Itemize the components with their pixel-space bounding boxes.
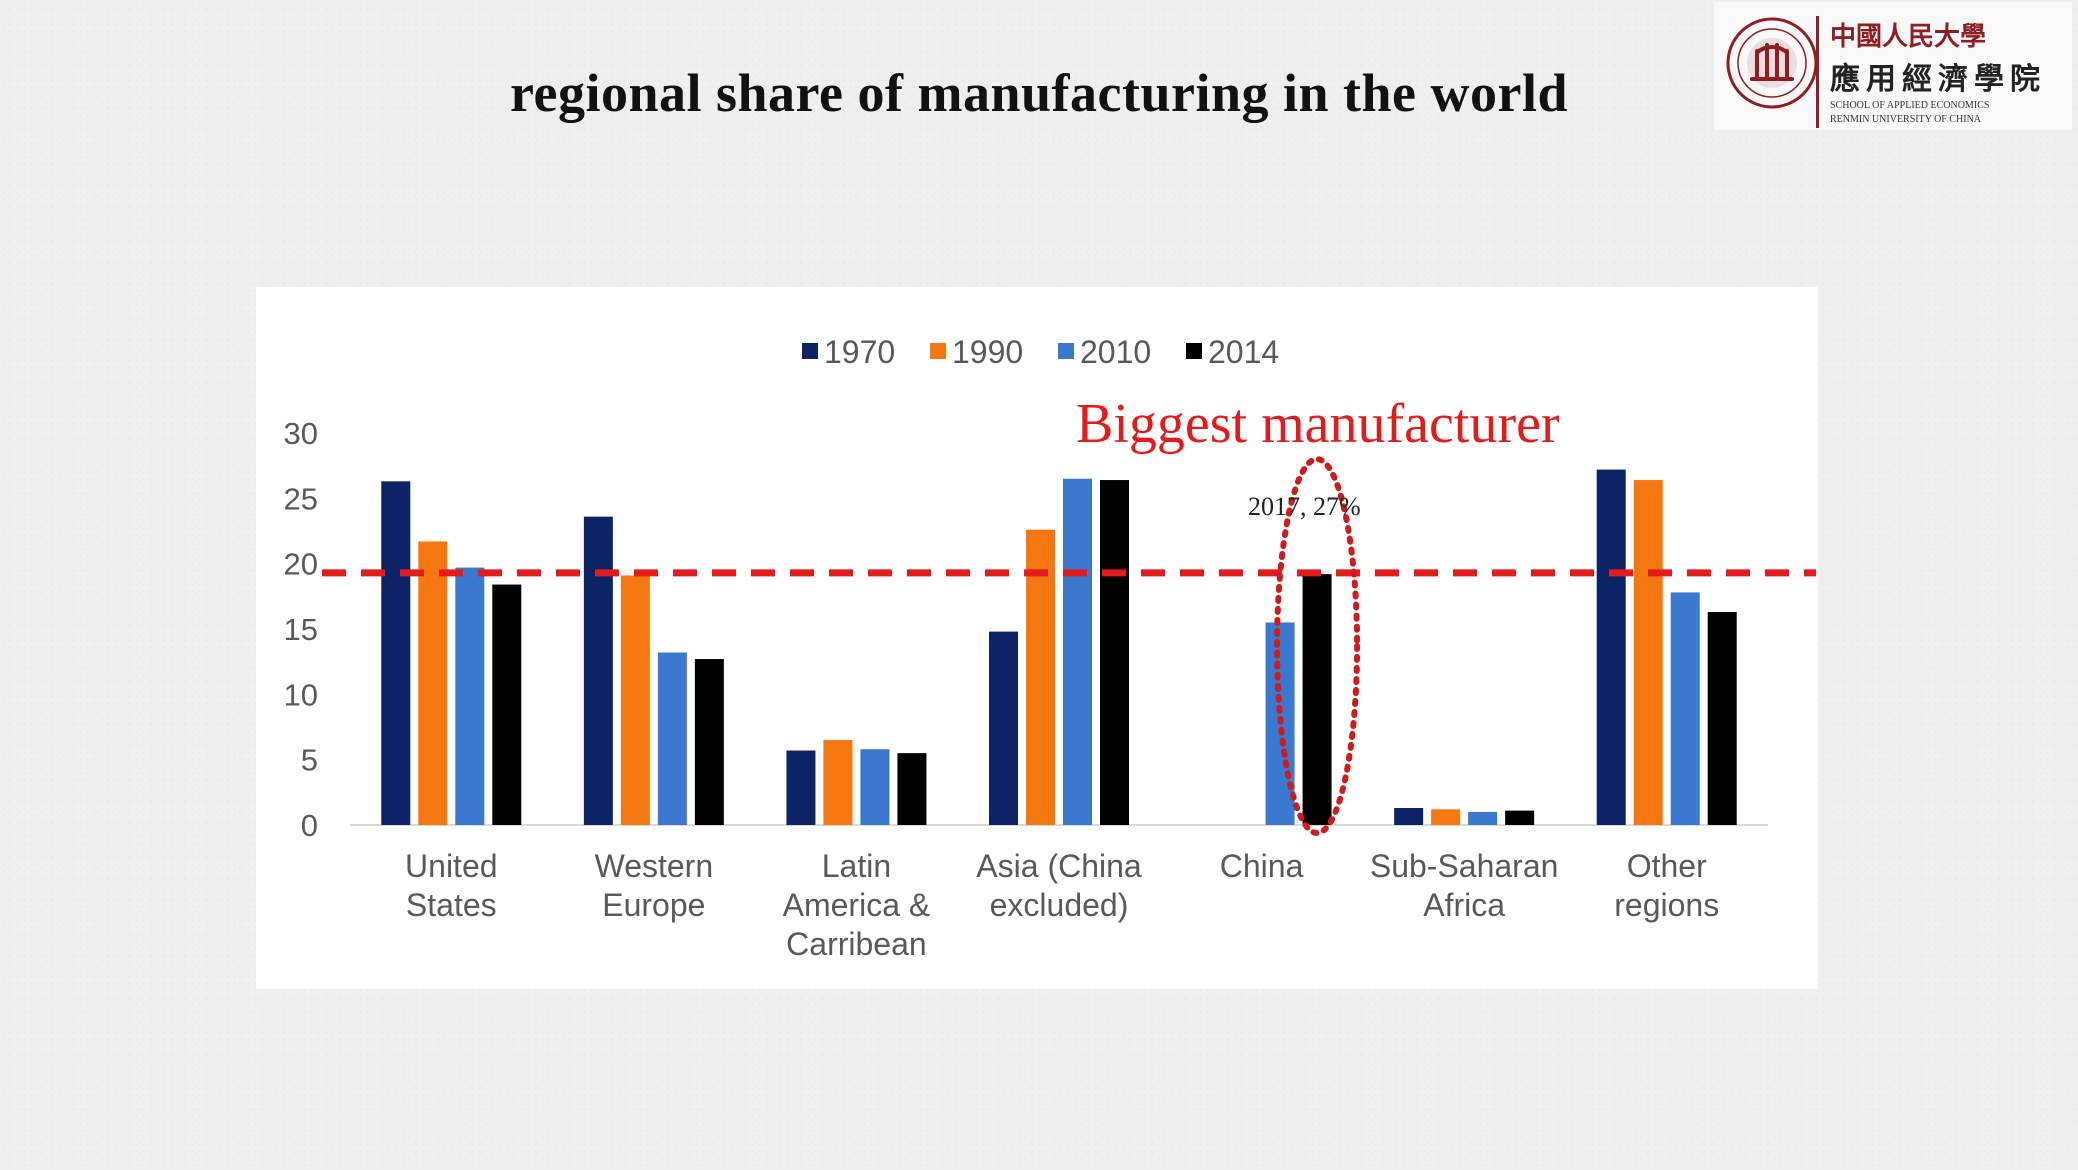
bar-2014 [1100, 480, 1129, 825]
legend-label-2014: 2014 [1208, 334, 1279, 370]
logo-university-name-en: RENMIN UNIVERSITY OF CHINA [1830, 114, 1982, 125]
bar-2014 [492, 584, 522, 825]
bar-2014 [897, 753, 927, 825]
slide-title: regional share of manufacturing in the w… [509, 63, 1569, 123]
x-category-label: United [405, 848, 498, 884]
bar-1990 [823, 740, 853, 825]
x-category-label: America & [783, 887, 931, 923]
x-category-label: Carribean [786, 926, 927, 962]
bar-1990 [1026, 529, 1055, 825]
legend-swatch-2010 [1058, 343, 1074, 359]
bar-1970 [583, 516, 613, 825]
china-2017-annotation: 2017, 27% [1248, 492, 1361, 521]
bar-2014 [1505, 810, 1535, 825]
bar-1990 [1633, 480, 1663, 825]
y-tick-label: 20 [284, 547, 318, 582]
y-tick-label: 0 [301, 808, 318, 843]
bar-2014 [1302, 574, 1332, 825]
logo-school-name-en: SCHOOL OF APPLIED ECONOMICS [1830, 100, 1990, 111]
biggest-manufacturer-annotation: Biggest manufacturer [1076, 393, 1560, 455]
legend-label-2010: 2010 [1080, 334, 1151, 370]
bar-2010 [1063, 478, 1092, 825]
x-category-label: excluded) [990, 887, 1129, 923]
x-category-label: States [406, 887, 497, 923]
university-logo: 中國人民大學 應用經濟學院 SCHOOL OF APPLIED ECONOMIC… [1714, 2, 2072, 130]
x-category-label: Western [595, 848, 714, 884]
x-category-label: Sub-Saharan [1370, 848, 1559, 884]
logo-school-name-cn: 應用經濟學院 [1830, 62, 2046, 97]
x-category-label: regions [1614, 887, 1719, 923]
bar-1970 [1394, 808, 1424, 825]
legend-swatch-1990 [930, 343, 946, 359]
legend-label-1990: 1990 [952, 334, 1023, 370]
logo-divider [1816, 16, 1819, 128]
bar-1990 [620, 575, 650, 825]
y-tick-label: 5 [301, 743, 318, 778]
bar-1990 [1431, 809, 1461, 825]
x-category-label: Other [1627, 848, 1707, 884]
y-tick-label: 25 [284, 481, 318, 516]
x-category-label: Latin [822, 848, 891, 884]
china-highlight-ellipse [1274, 456, 1361, 836]
bar-1970 [786, 750, 816, 825]
x-category-label: Europe [602, 887, 705, 923]
y-tick-label: 10 [284, 677, 318, 712]
bar-1970 [989, 631, 1018, 825]
legend-label-1970: 1970 [824, 334, 895, 370]
bar-1990 [418, 541, 448, 825]
bar-2014 [1707, 612, 1737, 825]
y-tick-label: 15 [284, 612, 318, 647]
legend-swatch-2014 [1186, 343, 1202, 359]
bar-1970 [1596, 469, 1626, 825]
bar-2010 [455, 567, 485, 825]
x-category-label: Asia (China [976, 848, 1142, 884]
bar-2010 [1468, 811, 1498, 825]
bar-2010 [657, 652, 687, 825]
bar-2010 [1670, 592, 1700, 825]
x-category-label: Africa [1423, 887, 1505, 923]
legend-swatch-1970 [802, 343, 818, 359]
y-tick-label: 30 [284, 416, 318, 451]
bar-2014 [694, 659, 724, 825]
bar-2010 [860, 749, 890, 825]
bar-1970 [381, 481, 411, 825]
x-category-label: China [1220, 848, 1304, 884]
logo-university-name-cn: 中國人民大學 [1830, 22, 1987, 52]
